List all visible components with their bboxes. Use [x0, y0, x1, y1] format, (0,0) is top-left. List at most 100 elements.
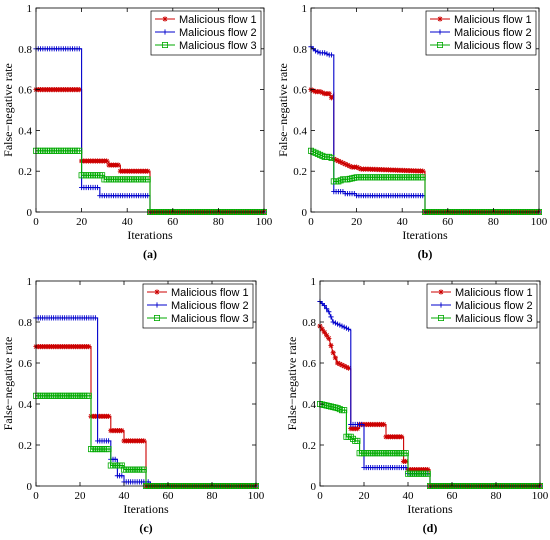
x-tick-label: 0 [317, 490, 323, 502]
series-flow-3 [316, 400, 544, 489]
x-tick-label: 100 [532, 490, 549, 502]
legend-marker-flow-3 [153, 314, 160, 321]
marker-flow-3 [424, 470, 431, 477]
marker-flow-2 [119, 473, 125, 479]
marker-flow-2 [321, 303, 327, 309]
marker-flow-1 [335, 360, 341, 366]
legend-label-flow-2: Malicious flow 2 [171, 300, 249, 312]
marker-flow-1 [86, 344, 92, 350]
marker-flow-1 [310, 88, 316, 94]
legend-label-flow-3: Malicious flow 3 [455, 313, 533, 325]
panel-label: (d) [423, 521, 438, 535]
x-tick-label: 40 [119, 490, 131, 502]
x-tick-label: 100 [256, 216, 273, 228]
marker-flow-1 [332, 355, 338, 361]
marker-flow-2 [337, 322, 343, 328]
marker-flow-1 [141, 438, 147, 444]
marker-flow-1 [319, 90, 325, 96]
x-tick-label: 40 [403, 490, 415, 502]
panel-label: (a) [143, 247, 157, 261]
y-tick-label: 0.4 [302, 399, 316, 411]
panel-label: (b) [418, 247, 433, 261]
marker-flow-1 [321, 329, 327, 335]
marker-flow-3 [347, 433, 354, 440]
marker-flow-3 [328, 154, 335, 161]
marker-flow-1 [115, 162, 121, 168]
y-tick-label: 0.8 [18, 317, 32, 329]
marker-flow-2 [343, 325, 349, 331]
marker-flow-2 [112, 456, 118, 462]
marker-flow-1 [356, 165, 362, 171]
plot-frame [310, 7, 540, 213]
chart-panel-b: 0 20 40 60 80 100 0 0.2 0.4 0.6 0.8 1 Iterations Fals… [276, 3, 548, 261]
legend-label-flow-2: Malicious flow 2 [179, 27, 257, 39]
legend-label-flow-3: Malicious flow 3 [179, 40, 257, 52]
marker-flow-1 [76, 87, 82, 93]
marker-flow-1 [317, 89, 323, 95]
marker-flow-2 [346, 326, 352, 332]
y-tick-label: 0 [311, 481, 317, 493]
x-tick-label: 80 [213, 216, 225, 228]
y-tick-label: 0 [302, 207, 308, 219]
marker-flow-1 [343, 364, 349, 370]
plot-frame [35, 280, 257, 487]
marker-flow-1 [333, 157, 339, 163]
x-tick-label: 60 [442, 216, 454, 228]
legend-label-flow-3: Malicious flow 3 [171, 313, 249, 325]
legend-marker-flow-3 [437, 314, 444, 321]
y-tick-label: 1 [311, 276, 317, 288]
marker-flow-1 [335, 158, 341, 164]
marker-flow-2 [339, 323, 345, 329]
marker-flow-2 [324, 51, 330, 57]
y-tick-label: 0.6 [302, 358, 316, 370]
y-tick-label: 0.2 [302, 440, 316, 452]
x-tick-label: 60 [447, 490, 459, 502]
legend-label-flow-2: Malicious flow 2 [454, 27, 532, 39]
marker-flow-1 [337, 361, 343, 367]
series-line-flow-2 [319, 301, 540, 487]
y-tick-label: 0.6 [18, 85, 32, 97]
legend-label-flow-1: Malicious flow 1 [454, 14, 532, 26]
legend-label-flow-2: Malicious flow 2 [455, 300, 533, 312]
y-tick-label: 1 [302, 3, 308, 15]
marker-flow-2 [335, 321, 341, 327]
marker-flow-1 [338, 159, 344, 165]
y-tick-label: 0 [27, 481, 33, 493]
marker-flow-2 [341, 324, 347, 330]
marker-flow-2 [322, 50, 328, 56]
marker-flow-2 [328, 52, 335, 58]
marker-flow-1 [344, 162, 351, 168]
marker-flow-2 [326, 309, 332, 315]
legend-label-flow-3: Malicious flow 3 [454, 40, 532, 52]
y-tick-label: 1 [27, 276, 33, 288]
y-tick-label: 0.2 [18, 166, 32, 178]
x-tick-label: 0 [308, 216, 314, 228]
marker-flow-1 [341, 363, 347, 369]
marker-flow-1 [119, 428, 125, 434]
legend-marker-flow-2 [154, 302, 160, 308]
marker-flow-1 [340, 160, 346, 166]
marker-flow-2 [359, 421, 365, 428]
panel-label: (c) [139, 521, 152, 535]
x-tick-label: 100 [531, 216, 548, 228]
marker-flow-2 [315, 49, 321, 55]
marker-flow-2 [330, 319, 336, 325]
marker-flow-1 [326, 91, 332, 97]
marker-flow-2 [76, 46, 82, 52]
marker-flow-1 [346, 365, 352, 371]
marker-flow-1 [330, 350, 336, 356]
series-flow-3 [33, 147, 267, 215]
x-tick-label: 40 [397, 216, 409, 228]
x-tick-label: 40 [122, 216, 134, 228]
marker-flow-1 [354, 164, 360, 170]
y-tick-label: 0.4 [293, 125, 307, 137]
marker-flow-3 [330, 404, 337, 411]
legend-label-flow-1: Malicious flow 1 [179, 14, 257, 26]
y-axis-title: False−negative rate [285, 337, 299, 431]
y-axis-title: False−negative rate [1, 337, 15, 431]
x-axis-title: Iterations [123, 502, 169, 516]
chart-panel-c: 0 20 40 60 80 100 0 0.2 0.4 0.6 0.8 1 Iterations Fals… [1, 276, 265, 535]
